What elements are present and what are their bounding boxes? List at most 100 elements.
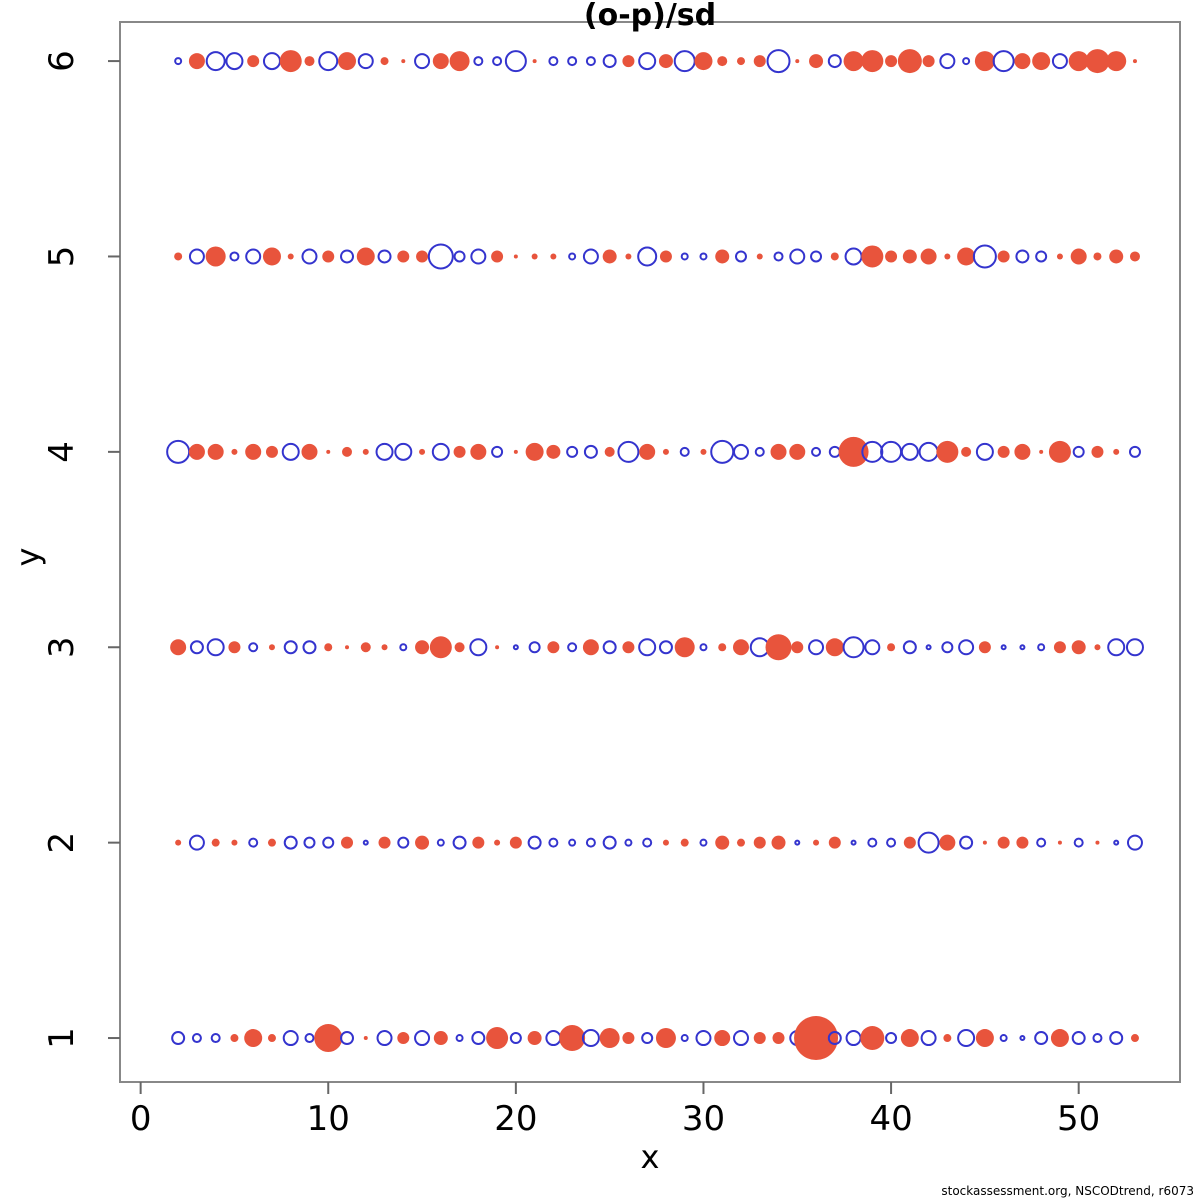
bubble-red-filled [732,639,749,656]
bubble-red-filled [1093,252,1102,261]
bubble-red-filled [301,443,318,460]
bubble-red-filled [902,249,917,264]
bubble-blue-open [617,440,640,463]
bubble-red-filled [401,59,406,64]
bubble-red-filled [1071,640,1086,655]
bubble-red-filled [714,1030,731,1047]
bubble-red-filled [939,834,956,851]
bubble-blue-open [734,250,747,263]
bubble-red-filled [982,840,987,845]
bubble-red-filled [415,835,430,850]
bubble-red-filled [231,448,238,455]
y-tick-label: 4 [42,441,82,463]
bubble-blue-open [624,838,633,847]
bubble-red-filled [838,436,869,467]
bubble-blue-open [918,441,939,462]
bubble-red-filled [978,641,991,654]
bubble-red-filled [1130,1034,1139,1043]
bubble-blue-open [262,52,281,71]
bubble-red-filled [324,643,333,652]
bubble-blue-open [414,1030,431,1047]
bubble-blue-open [357,53,374,70]
bubble-red-filled [680,838,689,847]
bubble-blue-open [900,442,919,461]
bubble-blue-open [318,51,339,72]
bubble-red-filled [1048,440,1071,463]
bubble-blue-open [303,836,316,849]
bubble-red-filled [244,1029,263,1048]
bubble-red-filled [795,59,800,64]
bubble-red-filled [245,443,262,460]
bubble-red-filled [718,643,727,652]
bubble-blue-open [842,636,865,659]
bubble-blue-open [975,442,994,461]
bubble-red-filled [230,1034,239,1043]
bubble-red-filled [527,1031,542,1046]
bubble-red-filled [639,443,656,460]
bubble-red-filled [509,836,522,849]
bubble-red-filled [885,250,898,263]
bubble-blue-open [568,252,577,261]
bubble-blue-open [427,243,454,270]
bubble-red-filled [550,253,557,260]
bubble-red-filled [1039,449,1044,454]
bubble-red-filled [267,1034,276,1043]
bubble-blue-open [1125,638,1144,657]
bubble-blue-open [548,837,559,848]
x-axis-title: x [640,1138,660,1176]
bubble-red-filled [342,446,353,457]
footer-credit: stockassessment.org, NSCODtrend, r6073 [941,1184,1194,1198]
bubble-blue-open [939,53,956,70]
bubble-blue-open [581,1029,600,1048]
bubble-blue-open [958,639,975,656]
bubble-red-filled [658,54,673,69]
bubble-blue-open [469,638,488,657]
bubble-blue-open [680,252,689,261]
bubble-red-filled [472,836,485,849]
bubble-red-filled [943,1034,952,1043]
bubble-blue-open [641,1032,654,1045]
bubble-red-filled [900,1029,919,1048]
bubble-blue-open [732,443,749,460]
x-tick-label: 40 [869,1099,912,1139]
bubble-red-filled [885,55,898,68]
bubble-blue-open [471,1031,486,1046]
bubble-blue-open [972,244,997,269]
bubble-blue-open [1051,53,1068,70]
bubble-red-filled [772,1032,785,1045]
bubble-blue-open [362,839,369,846]
bubble-blue-open [1071,1031,1086,1046]
bubble-blue-open [322,836,335,849]
bubble-red-filled [694,52,713,71]
bubble-red-filled [1032,52,1051,71]
bubble-red-filled [602,249,617,264]
bubble-red-filled [170,639,187,656]
bubble-blue-open [206,638,225,657]
bubble-red-filled [525,442,544,461]
bubble-red-filled [381,644,388,651]
bubble-blue-open [248,642,259,653]
bubble-blue-open [1037,643,1046,652]
bubble-blue-open [301,248,318,265]
bubble-red-filled [559,1025,586,1052]
bubble-red-filled [861,245,884,268]
bubble-blue-open [864,639,881,656]
bubble-red-filled [419,448,426,455]
bubble-red-filled [770,443,787,460]
bubble-blue-open [491,445,504,458]
bubble-red-filled [582,639,599,656]
bubble-red-filled [231,839,238,846]
bubble-blue-open [397,836,410,849]
bubble-blue-open [229,251,240,262]
bubble-red-filled [997,250,1010,263]
bubble-red-filled [454,642,465,653]
bubble-blue-open [1126,834,1143,851]
bubble-blue-open [470,248,487,265]
bubble-blue-open [583,444,598,459]
bubble-blue-open [376,1030,393,1047]
bubble-blue-open [850,839,857,846]
x-tick-label: 10 [307,1099,350,1139]
bubble-blue-open [902,640,917,655]
y-tick-label: 5 [42,246,82,268]
